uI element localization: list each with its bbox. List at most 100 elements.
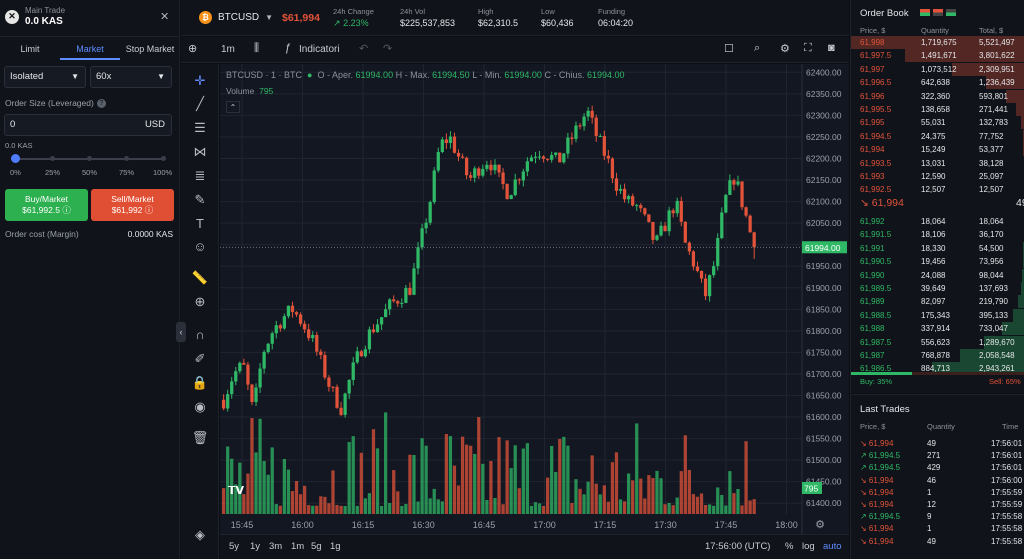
bid-row[interactable]: 61,989.5 39,649 137,693 bbox=[851, 282, 1024, 295]
volume-bar bbox=[675, 497, 679, 514]
ask-row[interactable]: 61,995.5 138,658 271,441 bbox=[851, 103, 1024, 116]
range-3m[interactable]: 3m bbox=[269, 541, 283, 552]
ask-row[interactable]: 61,995 55,031 132,783 bbox=[851, 116, 1024, 130]
ask-row[interactable]: 61,993 12,590 25,097 bbox=[851, 170, 1024, 183]
candle-body bbox=[242, 362, 246, 365]
tab-market[interactable]: Market bbox=[60, 37, 120, 60]
ask-price: 61,997 bbox=[860, 64, 885, 74]
ruler-icon[interactable]: 📏 bbox=[191, 270, 209, 285]
sell-market-button[interactable]: Sell/Market $61,992 ⓘ bbox=[91, 189, 174, 221]
redo-icon[interactable]: ↷ bbox=[383, 43, 393, 55]
add-symbol-icon[interactable]: ⊕ bbox=[188, 43, 198, 55]
pencil-lock-icon[interactable]: ✐ bbox=[194, 351, 206, 366]
bid-row[interactable]: 61,988.5 175,343 395,133 bbox=[851, 308, 1024, 322]
candle-body bbox=[598, 135, 602, 137]
camera-icon[interactable]: ◙ bbox=[828, 42, 835, 54]
bid-row[interactable]: 61,992 18,064 18,064 bbox=[851, 215, 1024, 228]
bid-row[interactable]: 61,987 768,878 2,058,548 bbox=[851, 349, 1024, 362]
slider-mark bbox=[87, 156, 92, 161]
volume-bar bbox=[238, 462, 242, 514]
fullscreen-icon[interactable]: ⛶ bbox=[804, 42, 812, 54]
trade-quantity: 1 bbox=[927, 524, 932, 534]
ask-row[interactable]: 61,994.5 24,375 77,752 bbox=[851, 129, 1024, 143]
percent-toggle[interactable]: % bbox=[785, 541, 794, 552]
y-tick-label: 61600.00 bbox=[806, 412, 842, 422]
tab-stop-market[interactable]: Stop Market bbox=[125, 44, 175, 54]
layout-icon[interactable]: ☐ bbox=[724, 43, 734, 55]
volume-bar bbox=[424, 445, 428, 514]
ask-row[interactable]: 61,998 1,719,675 5,521,497 bbox=[851, 36, 1024, 49]
auto-toggle[interactable]: auto bbox=[823, 541, 842, 552]
bid-total: 2,058,548 bbox=[979, 351, 1015, 360]
order-size-slider[interactable] bbox=[11, 154, 166, 163]
slider-handle[interactable] bbox=[11, 154, 20, 163]
ask-row[interactable]: 61,997.5 1,491,671 3,801,622 bbox=[851, 49, 1024, 63]
main-trade[interactable]: ✕ Main Trade 0.0 KAS bbox=[5, 6, 65, 27]
indicators-button[interactable]: Indicatori bbox=[299, 44, 340, 55]
ask-row[interactable]: 61,997 1,073,512 2,309,951 bbox=[851, 62, 1024, 76]
book-asks-icon[interactable] bbox=[933, 9, 943, 16]
candle-type-icon[interactable]: ⫼ bbox=[254, 42, 260, 54]
ask-row[interactable]: 61,996 322,360 593,801 bbox=[851, 89, 1024, 103]
bid-row[interactable]: 61,990.5 19,456 73,956 bbox=[851, 255, 1024, 269]
help-icon[interactable]: ? bbox=[96, 99, 106, 109]
book-both-icon[interactable] bbox=[920, 9, 930, 16]
collapse-legend-button[interactable]: ⌃ bbox=[226, 101, 240, 113]
horizontal-lines-icon[interactable]: ☰ bbox=[194, 120, 206, 135]
crosshair-icon[interactable]: ✛ bbox=[194, 73, 206, 88]
trash-icon[interactable]: 🗑 bbox=[191, 430, 209, 445]
quick-search-icon[interactable]: ⌕ bbox=[754, 42, 761, 54]
order-size-label-text: Order Size (Leveraged) bbox=[5, 98, 94, 108]
pitchfork-icon[interactable]: ⋈ bbox=[193, 144, 207, 159]
interval-button[interactable]: 1m bbox=[221, 44, 235, 55]
lock-icon[interactable]: 🔒 bbox=[191, 375, 209, 390]
price-chart[interactable]: 62400.00 62350.00 62300.00 62250.00 62200.00… bbox=[220, 64, 849, 534]
volume-bar bbox=[651, 478, 655, 514]
buy-market-button[interactable]: Buy/Market $61,992.5 ⓘ bbox=[5, 189, 88, 221]
eye-icon[interactable]: ◉ bbox=[194, 399, 206, 414]
text-icon[interactable]: T bbox=[196, 216, 204, 231]
range-5g[interactable]: 5g bbox=[311, 541, 322, 552]
range-1g[interactable]: 1g bbox=[330, 541, 341, 552]
brush-icon[interactable]: ✎ bbox=[194, 192, 206, 207]
ask-row[interactable]: 61,994 15,249 53,377 bbox=[851, 143, 1024, 157]
volume-bar bbox=[679, 471, 683, 514]
leverage-select[interactable]: 60x ▼ bbox=[90, 66, 172, 88]
ask-row[interactable]: 61,992.5 12,507 12,507 bbox=[851, 183, 1024, 196]
order-size-input[interactable]: 0 USD bbox=[4, 114, 172, 136]
bid-row[interactable]: 61,988 337,914 733,047 bbox=[851, 322, 1024, 336]
bid-row[interactable]: 61,991.5 18,106 36,170 bbox=[851, 228, 1024, 242]
bid-row[interactable]: 61,991 18,330 54,500 bbox=[851, 241, 1024, 255]
trade-price: ↘ 61,994 bbox=[860, 487, 894, 497]
indicators-icon[interactable]: ƒ bbox=[285, 42, 292, 54]
y-tick-label: 62400.00 bbox=[806, 67, 842, 77]
undo-icon[interactable]: ↶ bbox=[359, 43, 369, 55]
fib-retracement-icon[interactable]: ≣ bbox=[194, 168, 206, 183]
trade-quantity: 429 bbox=[927, 463, 941, 473]
tab-limit[interactable]: Limit bbox=[20, 44, 40, 54]
magnet-icon[interactable]: ∩ bbox=[195, 327, 205, 342]
book-bids-icon[interactable] bbox=[946, 9, 956, 16]
candle-body bbox=[533, 156, 538, 158]
candle-body bbox=[716, 238, 720, 267]
range-1m[interactable]: 1m bbox=[291, 541, 305, 552]
close-icon[interactable]: ✕ bbox=[160, 11, 170, 23]
bid-row[interactable]: 61,987.5 556,623 1,289,670 bbox=[851, 335, 1024, 349]
candlestick-chart[interactable]: 62400.00 62350.00 62300.00 62250.00 62200.00… bbox=[220, 64, 849, 534]
bid-row[interactable]: 61,989 82,097 219,790 bbox=[851, 295, 1024, 309]
zoom-in-icon[interactable]: ⊕ bbox=[194, 294, 206, 309]
collapse-panel-button[interactable]: ‹ bbox=[176, 322, 186, 342]
log-toggle[interactable]: log bbox=[802, 541, 815, 552]
trend-line-icon[interactable]: ╱ bbox=[196, 96, 204, 111]
margin-mode-select[interactable]: Isolated ▼ bbox=[4, 66, 86, 88]
range-5y[interactable]: 5y bbox=[229, 541, 240, 552]
bid-row[interactable]: 61,990 24,088 98,044 bbox=[851, 268, 1024, 282]
settings-gear-icon[interactable]: ⚙ bbox=[780, 43, 790, 55]
ask-row[interactable]: 61,993.5 13,031 38,128 bbox=[851, 156, 1024, 170]
layers-icon[interactable]: ◈ bbox=[195, 527, 205, 542]
symbol-selector[interactable]: ₿ BTCUSD ▼ bbox=[199, 11, 273, 24]
emoji-icon[interactable]: ☺ bbox=[193, 239, 207, 254]
ask-row[interactable]: 61,996.5 642,638 1,236,439 bbox=[851, 76, 1024, 90]
volume-tag-label: 795 bbox=[804, 484, 818, 494]
range-1y[interactable]: 1y bbox=[250, 541, 261, 552]
